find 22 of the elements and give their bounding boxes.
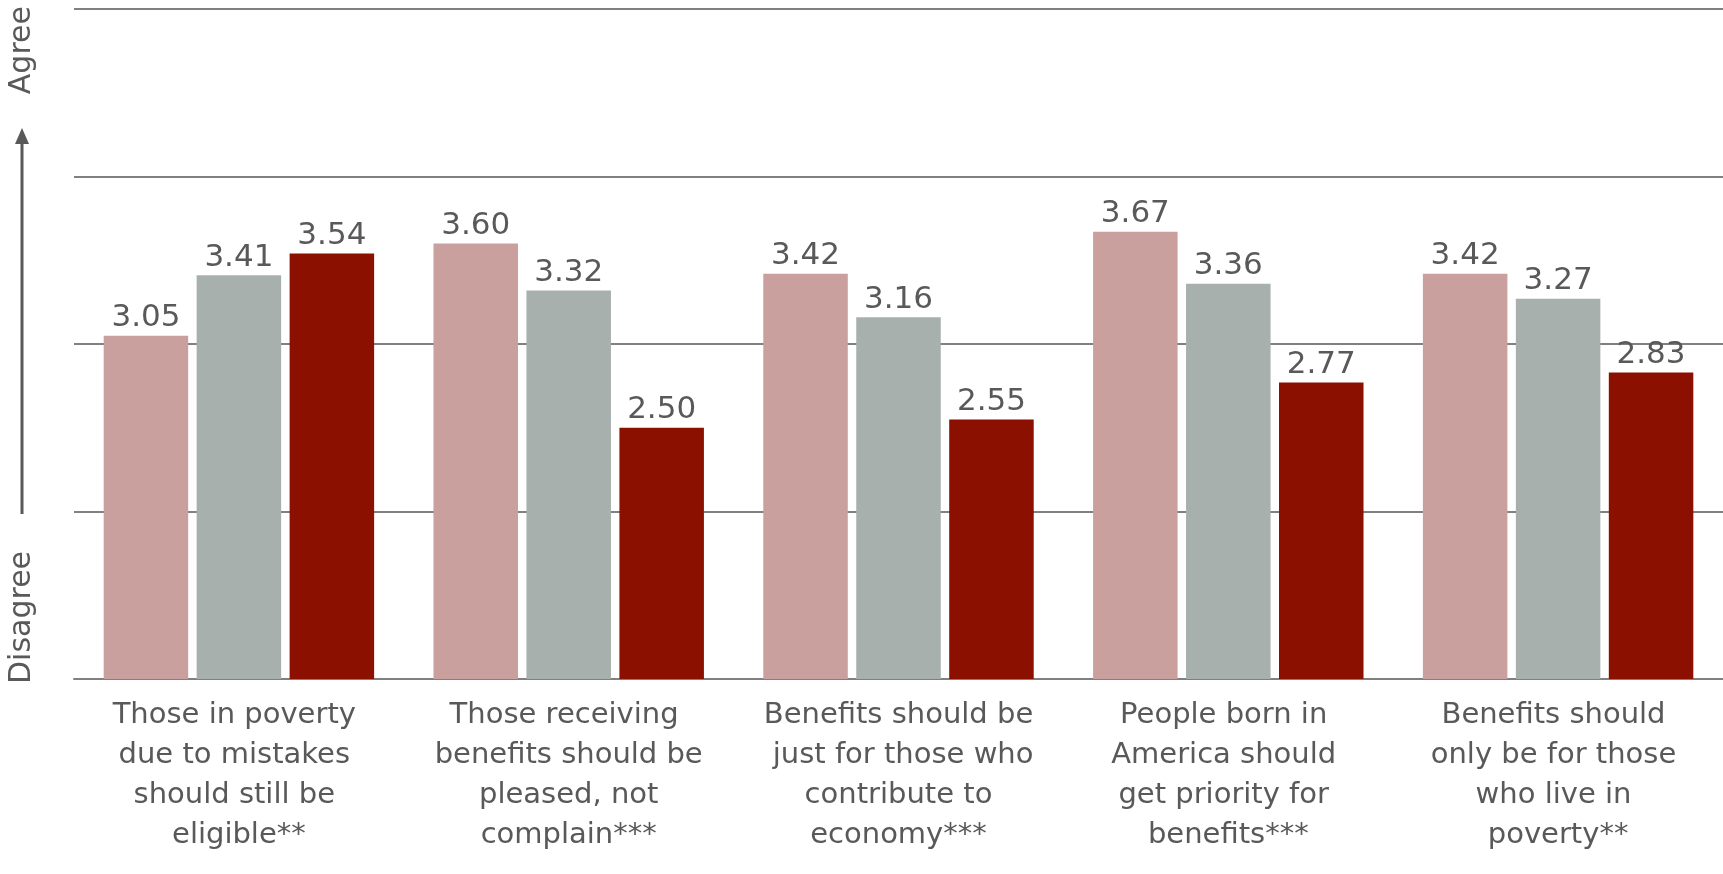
data-label: 3.60 [441, 205, 511, 241]
text: Agree [1, 6, 37, 95]
data-label: 3.16 [863, 278, 934, 315]
x-tick-label: Benefits should only be for those who live in poverty** [1430, 696, 1686, 850]
data-label: 3.36 [1193, 245, 1263, 282]
data-label: 2.77 [1286, 344, 1356, 381]
data-label: 3.54 [297, 215, 367, 252]
data-label: 3.05 [111, 297, 181, 334]
data-label: 3.27 [1523, 260, 1593, 297]
x-tick-label: People born in America should get priority for benefits*** [1111, 696, 1346, 850]
data-label: 3.42 [771, 235, 841, 272]
data-label: 3.32 [534, 251, 604, 288]
data-label: 3.67 [1100, 193, 1170, 230]
x-tick-label: Benefits should be just for those who contribute to economy*** [763, 696, 1034, 850]
data-label: 3.41 [204, 236, 274, 273]
x-tick-label: Those receiving benefits should be pleased, not complain*** [434, 696, 703, 850]
text: Disagree [1, 550, 37, 684]
data-label: 2.50 [627, 389, 697, 426]
x-tick-label: Those in poverty due to mistakes should still be eligible** [111, 696, 366, 850]
data-label: 2.83 [1616, 333, 1686, 370]
data-label: 2.55 [956, 380, 1026, 417]
data-label: 3.42 [1430, 235, 1500, 272]
